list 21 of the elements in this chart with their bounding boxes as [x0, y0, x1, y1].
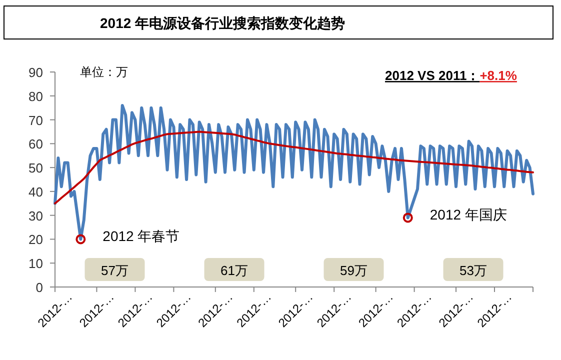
- y-tick-label: 0: [36, 280, 43, 295]
- y-tick-label: 60: [28, 136, 43, 152]
- y-tick-label: 80: [28, 88, 43, 104]
- y-tick-label: 30: [28, 208, 43, 224]
- line-series: [54, 130, 534, 204]
- annotation: 2012 年春节: [102, 228, 180, 244]
- annotation: 单位：万: [80, 65, 128, 79]
- y-tick-label: 10: [28, 256, 43, 272]
- annotation: 2012 VS 2011：: [385, 68, 480, 83]
- y-tick-label: 40: [28, 184, 43, 200]
- annotation: 57万: [101, 263, 128, 278]
- y-tick-label: 20: [28, 232, 43, 248]
- y-tick-label: 70: [28, 112, 43, 128]
- annotation: 61万: [220, 263, 248, 278]
- y-tick-label: 90: [28, 65, 43, 80]
- chart-title: 2012 年电源设备行业搜索指数变化趋势: [100, 15, 346, 31]
- annotation: 59万: [340, 263, 368, 278]
- annotation: 53万: [460, 263, 487, 278]
- y-tick-label: 50: [28, 160, 43, 176]
- annotation: 2012 年国庆: [430, 206, 507, 223]
- annotation: +8.1%: [480, 68, 518, 83]
